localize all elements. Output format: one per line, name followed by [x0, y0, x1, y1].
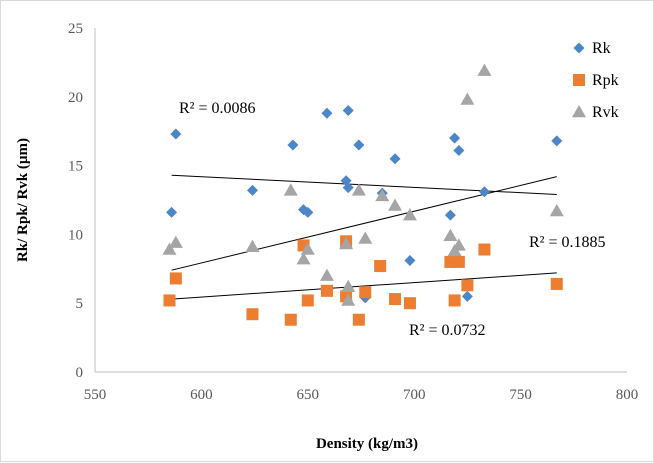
point-rpk [461, 279, 474, 292]
axes: 550 600 650 700 750 800 0 5 10 15 20 25 [68, 21, 638, 403]
legend-label-rvk: Rvk [592, 104, 619, 121]
point-rk [166, 206, 178, 218]
r-squared-label-rk: R² = 0.0086 [179, 100, 256, 117]
point-rvk [549, 204, 564, 217]
r-squared-label-rpk: R² = 0.0732 [409, 322, 486, 339]
x-tick-label: 650 [297, 387, 320, 403]
point-rk [353, 139, 365, 151]
x-tick-label: 700 [403, 387, 426, 403]
point-rk [321, 107, 333, 119]
y-tick-label: 5 [76, 296, 84, 312]
point-rk [342, 182, 354, 194]
r-squared-label-rvk: R² = 0.1885 [529, 234, 606, 251]
point-rpk [169, 272, 182, 285]
point-rpk [320, 284, 333, 297]
legend-label-rpk: Rpk [592, 72, 619, 89]
point-rpk [550, 277, 563, 290]
trendline-rpk [171, 272, 557, 300]
point-rk [246, 184, 258, 196]
point-rpk [163, 294, 176, 307]
point-rvk [351, 183, 366, 196]
x-tick-label: 750 [509, 387, 532, 403]
legend-marker-rvk [572, 105, 586, 118]
point-rk [404, 255, 416, 267]
y-tick-label: 15 [68, 159, 83, 175]
point-rvk [300, 242, 315, 255]
point-rvk [443, 228, 458, 242]
point-rvk [245, 239, 260, 253]
point-rk [453, 144, 465, 156]
y-tick-label: 25 [68, 21, 83, 37]
point-rvk [388, 198, 403, 211]
point-rk [287, 139, 299, 151]
point-rpk [478, 243, 491, 256]
point-rk [449, 132, 461, 144]
point-rpk [448, 294, 461, 307]
point-rk [342, 105, 354, 117]
point-rvk [358, 231, 373, 244]
y-tick-label: 20 [68, 90, 83, 106]
trendlines [171, 174, 557, 300]
point-rvk [162, 242, 177, 255]
point-rk [551, 135, 563, 147]
point-rk [461, 290, 473, 302]
point-rk [389, 153, 401, 165]
point-rk [444, 209, 456, 221]
trendline-rvk [171, 176, 557, 271]
point-rpk [359, 286, 372, 299]
point-rk [170, 128, 182, 140]
point-rk [478, 186, 490, 198]
point-rvk [460, 92, 475, 105]
point-rvk [375, 188, 390, 202]
point-rvk [319, 268, 334, 281]
point-rvk [168, 235, 183, 248]
point-rpk [403, 297, 416, 310]
point-rvk [296, 252, 311, 265]
legend-marker-rpk [573, 74, 585, 86]
point-rvk [451, 238, 466, 251]
y-tick-label: 10 [68, 227, 83, 243]
point-rpk [374, 260, 387, 273]
point-rvk [339, 237, 354, 250]
x-tick-label: 800 [616, 387, 639, 403]
legend-label-rk: Rk [592, 40, 611, 57]
point-rpk [284, 313, 297, 326]
legend: Rk Rpk Rvk [572, 40, 619, 121]
point-rvk [402, 208, 417, 221]
point-rpk [352, 313, 365, 326]
trendline-rk [171, 174, 557, 195]
point-rvk [341, 279, 356, 292]
x-tick-label: 550 [84, 387, 107, 403]
point-rpk [301, 294, 314, 307]
point-rpk [389, 293, 402, 306]
point-rk [302, 206, 314, 218]
point-rpk [452, 255, 465, 268]
legend-marker-rk [573, 42, 585, 54]
r-squared-labels: R² = 0.0086 R² = 0.0732 R² = 0.1885 [179, 100, 606, 339]
y-axis-title: Rk/ Rpk/ Rvk (µm) [15, 138, 31, 262]
x-axis-title: Density (kg/m3) [316, 436, 418, 452]
x-tick-label: 600 [190, 387, 213, 403]
point-rpk [246, 308, 259, 321]
point-rpk [444, 255, 457, 268]
data-markers [162, 63, 564, 326]
y-tick-label: 0 [76, 365, 84, 381]
point-rvk [341, 293, 356, 306]
point-rvk [477, 63, 492, 76]
point-rvk [283, 183, 298, 196]
